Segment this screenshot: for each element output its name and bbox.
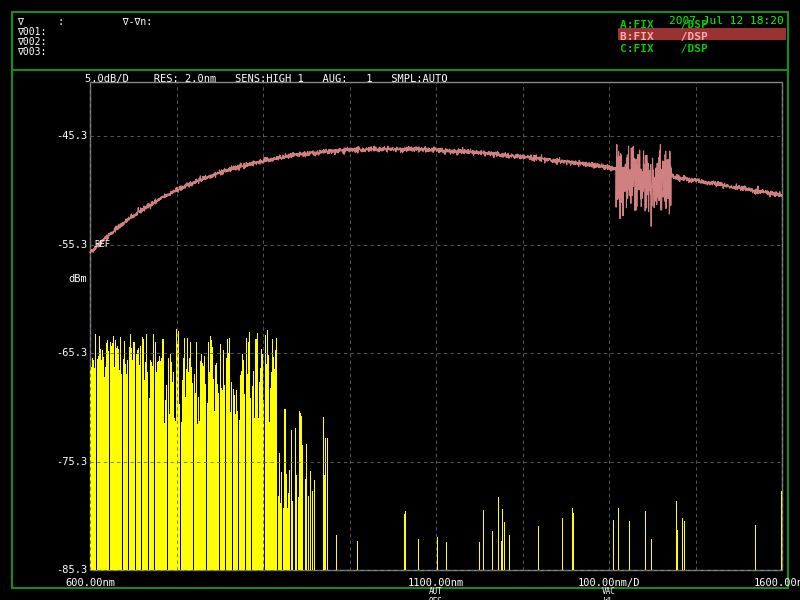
Text: ∇003:: ∇003: [17,47,46,57]
Text: ∇002:: ∇002: [17,37,46,47]
Text: 1100.00nm: 1100.00nm [408,578,464,588]
Bar [618,28,786,40]
Text: 5.0dB/D    RES: 2.0nm   SENS:HIGH 1   AUG:   1   SMPL:AUTO: 5.0dB/D RES: 2.0nm SENS:HIGH 1 AUG: 1 SM… [85,74,447,84]
Text: 600.00nm: 600.00nm [65,578,115,588]
Text: -65.3: -65.3 [56,348,87,358]
Text: 100.00nm/D: 100.00nm/D [578,578,640,588]
Text: C:FIX    /DSP: C:FIX /DSP [620,44,708,54]
Text: 2007 Jul 12 18:20: 2007 Jul 12 18:20 [670,16,784,26]
Text: A:FIX    /DSP: A:FIX /DSP [620,20,708,30]
Text: B:FIX    /DSP: B:FIX /DSP [620,32,708,42]
Text: VAC
WL: VAC WL [602,587,616,600]
Text: ∇001:: ∇001: [17,27,46,37]
Text: dBm: dBm [68,274,87,284]
Bar [12,12,788,70]
Text: AUT
OFS: AUT OFS [429,587,443,600]
Text: -55.3: -55.3 [56,239,87,250]
Bar [90,82,782,570]
Text: -75.3: -75.3 [56,457,87,467]
Text: REF: REF [94,240,110,249]
Text: ∇      :          ∇-∇n:: ∇ : ∇-∇n: [17,17,152,27]
Text: -45.3: -45.3 [56,131,87,141]
Text: 1600.00nm: 1600.00nm [754,578,800,588]
Text: -85.3: -85.3 [56,565,87,575]
Bar [90,82,782,570]
